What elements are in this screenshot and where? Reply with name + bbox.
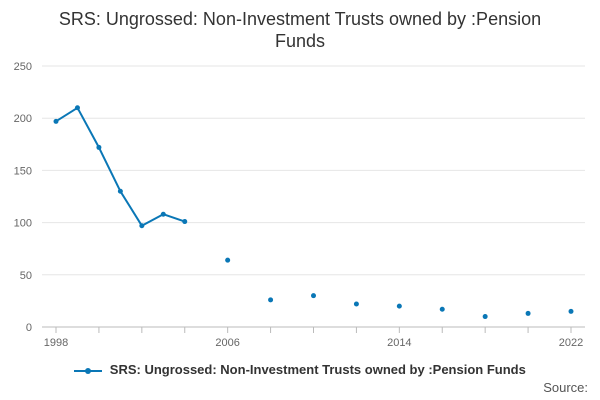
y-tick-label: 150 — [14, 165, 32, 177]
legend[interactable]: SRS: Ungrossed: Non-Investment Trusts ow… — [0, 362, 600, 377]
y-tick-label: 50 — [20, 270, 32, 282]
series-line — [53, 105, 574, 320]
y-tick-label: 250 — [14, 61, 32, 73]
data-point — [160, 211, 166, 217]
chart-title-line-2: Funds — [274, 31, 326, 51]
grid — [42, 65, 585, 276]
data-point — [353, 301, 359, 307]
legend-swatch-icon — [74, 366, 103, 376]
x-tick-label: 2022 — [559, 337, 583, 349]
chart-title-line-1: SRS: Ungrossed: Non-Investment Trusts ow… — [58, 9, 542, 29]
data-point — [117, 188, 123, 194]
data-point — [482, 314, 488, 320]
x-tick-label: 1998 — [44, 337, 68, 349]
data-point — [96, 144, 102, 150]
chart-title: SRS: Ungrossed: Non-Investment Trusts ow… — [0, 8, 600, 52]
data-point — [74, 105, 80, 111]
legend-label: SRS: Ungrossed: Non-Investment Trusts ow… — [109, 362, 526, 377]
data-point — [439, 306, 445, 312]
data-point — [396, 303, 402, 309]
y-tick-label: 100 — [14, 218, 32, 230]
data-point — [568, 308, 574, 314]
x-axis: 1998 2006 2014 2022 — [42, 326, 585, 349]
x-tick-label: 2014 — [387, 337, 411, 349]
data-point — [225, 257, 231, 263]
data-point — [139, 223, 145, 229]
source-label: Source: — [543, 380, 588, 395]
y-tick-label: 200 — [14, 113, 32, 125]
x-tick-label: 2006 — [215, 337, 239, 349]
data-point — [53, 118, 59, 124]
series-line-path — [55, 106, 186, 227]
y-tick-label: 0 — [26, 322, 32, 334]
data-point — [311, 293, 316, 299]
y-axis: 0 50 100 150 200 250 — [14, 61, 32, 334]
data-point — [182, 219, 188, 225]
data-point — [268, 297, 274, 303]
data-point — [525, 310, 531, 316]
